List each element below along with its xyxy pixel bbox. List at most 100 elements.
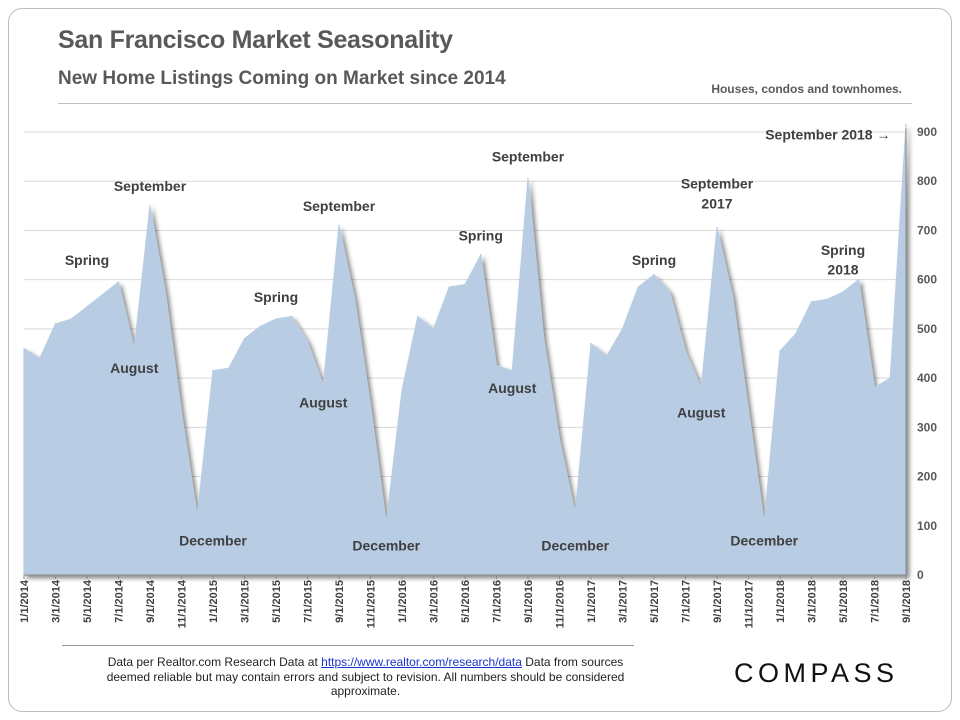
annotation-0: Spring <box>65 252 109 268</box>
data-point-51 <box>826 298 829 301</box>
page-subtitle: New Home Listings Coming on Market since… <box>58 68 506 89</box>
x-tick-label-8: 5/1/2015 <box>271 580 283 623</box>
x-tick-label-13: 3/1/2016 <box>429 580 441 623</box>
data-point-42 <box>684 350 687 352</box>
x-tick-label-15: 7/1/2016 <box>492 580 504 623</box>
data-point-53 <box>857 278 860 281</box>
data-point-43 <box>700 387 703 389</box>
annotation-11: December <box>541 537 609 553</box>
data-point-20 <box>338 224 340 227</box>
x-tick-label-1: 3/1/2014 <box>51 579 63 623</box>
data-point-14 <box>243 337 246 340</box>
data-point-2 <box>54 323 57 325</box>
y-tick-label-7: 700 <box>917 223 937 237</box>
data-point-40 <box>653 273 655 276</box>
y-tick-label-9: 900 <box>917 125 937 139</box>
data-point-39 <box>637 286 640 288</box>
annotation-19: September 2018 → <box>765 126 890 142</box>
x-tick-label-24: 1/1/2018 <box>775 580 787 623</box>
annotation-17: Spring <box>821 242 865 258</box>
annotation-13: September <box>681 176 754 192</box>
x-tick-label-3: 7/1/2014 <box>114 579 126 623</box>
x-tick-label-18: 1/1/2017 <box>586 580 598 623</box>
annotation-5: August <box>299 395 348 411</box>
data-point-50 <box>810 301 813 303</box>
data-point-13 <box>227 367 230 370</box>
source-text-before: Data per Realtor.com Research Data at <box>107 655 318 669</box>
x-tick-label-11: 11/1/2015 <box>366 580 378 628</box>
data-point-54 <box>873 387 876 389</box>
data-point-5 <box>101 293 104 296</box>
data-point-1 <box>38 357 41 360</box>
y-tick-label-5: 500 <box>917 322 937 336</box>
data-point-31 <box>511 369 514 372</box>
x-tick-label-5: 11/1/2014 <box>177 579 189 628</box>
annotation-18: 2018 <box>827 262 858 278</box>
data-point-8 <box>149 205 151 207</box>
data-point-9 <box>164 293 167 296</box>
data-point-37 <box>605 355 608 357</box>
annotation-7: December <box>352 537 420 553</box>
annotation-16: December <box>730 532 798 548</box>
data-point-34 <box>558 438 561 441</box>
data-point-17 <box>290 315 293 318</box>
x-tick-label-20: 5/1/2017 <box>649 580 661 623</box>
page-title: San Francisco Market Seasonality <box>58 26 453 54</box>
compass-logo: COMPASS <box>734 658 899 688</box>
data-point-19 <box>322 384 325 387</box>
data-point-35 <box>574 512 577 515</box>
data-point-47 <box>763 522 766 525</box>
x-tick-label-17: 11/1/2016 <box>555 580 567 628</box>
listings-area <box>23 124 907 576</box>
x-tick-label-10: 9/1/2015 <box>334 580 346 623</box>
title-divider <box>58 103 912 104</box>
data-point-45 <box>731 296 734 298</box>
data-point-26 <box>432 328 435 330</box>
data-point-49 <box>794 333 797 335</box>
data-point-38 <box>621 328 624 330</box>
annotation-6: September <box>303 198 376 214</box>
data-point-44 <box>716 227 718 229</box>
data-point-32 <box>527 177 529 180</box>
data-point-29 <box>479 254 482 256</box>
data-point-12 <box>212 369 214 372</box>
data-point-16 <box>275 318 277 320</box>
annotation-10: August <box>488 380 537 396</box>
scope-note: Houses, condos and townhomes. <box>711 82 902 96</box>
data-point-0 <box>23 347 25 350</box>
data-point-41 <box>668 291 671 293</box>
x-tick-label-21: 7/1/2017 <box>681 580 693 623</box>
data-point-23 <box>385 522 388 525</box>
data-point-52 <box>842 291 844 293</box>
source-text-after: Data from sources deemed reliable but ma… <box>106 655 625 698</box>
y-tick-label-3: 300 <box>917 420 937 434</box>
data-point-46 <box>747 409 750 411</box>
annotation-8: Spring <box>459 227 503 243</box>
annotation-14: 2017 <box>701 195 732 211</box>
data-point-7 <box>133 347 136 350</box>
x-tick-label-6: 1/1/2015 <box>208 580 220 623</box>
data-point-24 <box>401 389 403 392</box>
data-point-25 <box>416 315 419 318</box>
y-tick-label-4: 400 <box>917 371 937 385</box>
annotation-3: December <box>179 532 247 548</box>
x-tick-label-7: 3/1/2015 <box>240 580 252 623</box>
y-tick-label-6: 600 <box>917 273 937 287</box>
data-point-18 <box>306 340 309 342</box>
data-point-22 <box>369 404 372 406</box>
x-tick-label-28: 9/1/2018 <box>901 580 913 623</box>
data-point-15 <box>259 325 262 328</box>
x-tick-label-2: 5/1/2014 <box>82 579 94 623</box>
data-point-10 <box>180 411 183 414</box>
annotation-9: September <box>492 149 565 165</box>
data-point-48 <box>779 350 781 352</box>
data-point-6 <box>117 281 120 283</box>
x-tick-label-4: 9/1/2014 <box>145 579 157 623</box>
source-link[interactable]: https://www.realtor.com/research/data <box>321 655 522 669</box>
y-tick-label-2: 200 <box>917 470 937 484</box>
x-tick-label-26: 5/1/2018 <box>838 580 850 623</box>
data-point-30 <box>495 365 498 367</box>
y-tick-label-0: 0 <box>917 568 924 582</box>
annotation-2: August <box>110 360 159 376</box>
